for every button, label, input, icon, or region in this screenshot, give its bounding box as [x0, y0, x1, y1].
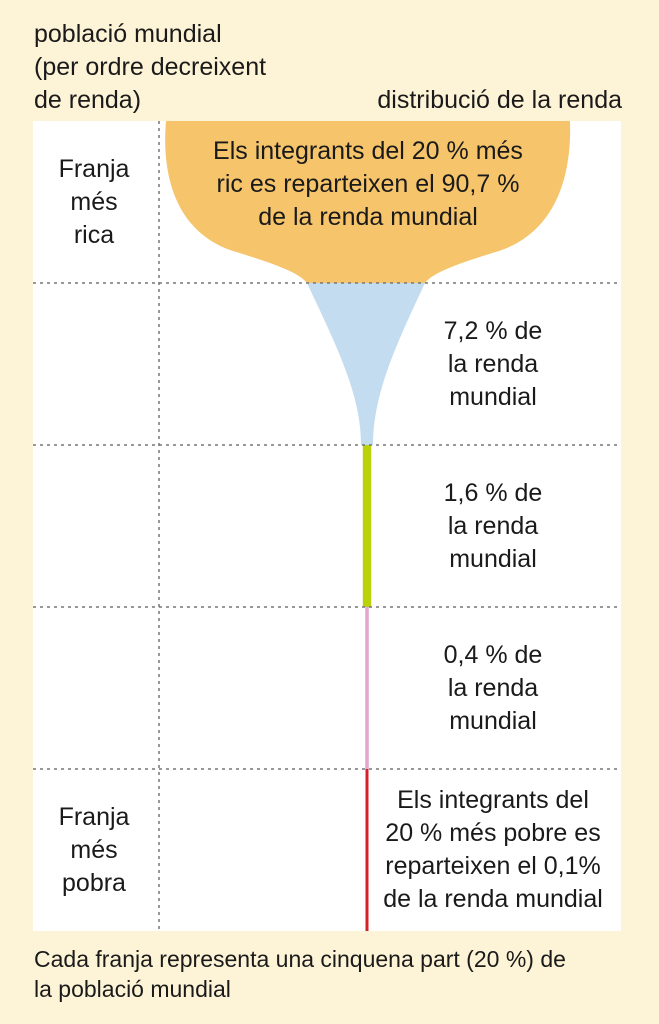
band-value-text-4-line-3: mundial — [449, 706, 537, 735]
band-value-text-3-line-1: 1,6 % de — [443, 478, 543, 507]
band-value-text-5-line-4: de la renda mundial — [383, 885, 603, 913]
band-label-1-line-1: Franja — [58, 154, 130, 183]
band-value-text-5-line-1: Els integrants del — [397, 786, 589, 814]
band-value-text-3-line-2: la renda — [447, 511, 539, 540]
funnel-taper-second-20 — [307, 283, 425, 445]
income-distribution-axis-label: distribució de la renda — [377, 86, 622, 114]
funnel-bowl-richest-20 — [165, 121, 571, 283]
band-value-text-1-line-1: Els integrants del 20 % més — [213, 137, 523, 165]
band-value-text-5-line-2: 20 % més pobre es — [385, 819, 601, 847]
population-axis-label-line-3: de renda) — [34, 86, 142, 114]
population-axis-label-line-2: (per ordre decreixent — [34, 53, 267, 81]
funnel-chart — [33, 121, 621, 931]
band-value-text-5-line-3: reparteixen el 0,1% — [385, 852, 601, 880]
band-value-text-2-line-2: la renda — [447, 349, 539, 378]
band-value-text-1: Els integrants del 20 % més ric es repart… — [173, 135, 563, 234]
chart-footnote-line-1: Cada franja representa una cinquena part… — [34, 946, 566, 972]
funnel-chart-panel: Franja més rica Franja més pobra Els integrant… — [33, 121, 621, 931]
band-value-text-2-line-1: 7,2 % de — [443, 316, 543, 345]
band-label-5: Franja més pobra — [33, 801, 155, 900]
funnel-stem-band-5 — [365, 769, 369, 931]
band-value-text-4-line-1: 0,4 % de — [443, 640, 543, 669]
chart-footnote: Cada franja representa una cinquena part… — [34, 944, 634, 1004]
funnel-stem-band-4 — [365, 607, 369, 769]
band-label-5-line-3: pobra — [62, 868, 126, 897]
band-value-text-1-line-3: de la renda mundial — [258, 203, 478, 231]
band-value-text-2-line-3: mundial — [449, 382, 537, 411]
chart-footnote-line-2: la població mundial — [34, 976, 231, 1002]
band-value-text-5: Els integrants del 20 % més pobre es repar… — [368, 784, 618, 916]
band-value-text-2: 7,2 % de la renda mundial — [413, 315, 573, 414]
population-axis-label: població mundial (per ordre decreixent d… — [34, 18, 334, 117]
funnel-stem-band-3 — [362, 445, 372, 607]
band-label-5-line-1: Franja — [58, 802, 130, 831]
band-value-text-4: 0,4 % de la renda mundial — [413, 639, 573, 738]
band-label-1: Franja més rica — [33, 153, 155, 252]
band-value-text-3-line-3: mundial — [449, 544, 537, 573]
population-axis-label-line-1: població mundial — [34, 20, 222, 48]
band-label-5-line-2: més — [70, 835, 118, 864]
band-label-1-line-3: rica — [73, 220, 115, 249]
band-value-text-3: 1,6 % de la renda mundial — [413, 477, 573, 576]
band-label-1-line-2: més — [70, 187, 118, 216]
band-value-text-1-line-2: ric es reparteixen el 90,7 % — [216, 170, 520, 198]
band-value-text-4-line-2: la renda — [447, 673, 539, 702]
